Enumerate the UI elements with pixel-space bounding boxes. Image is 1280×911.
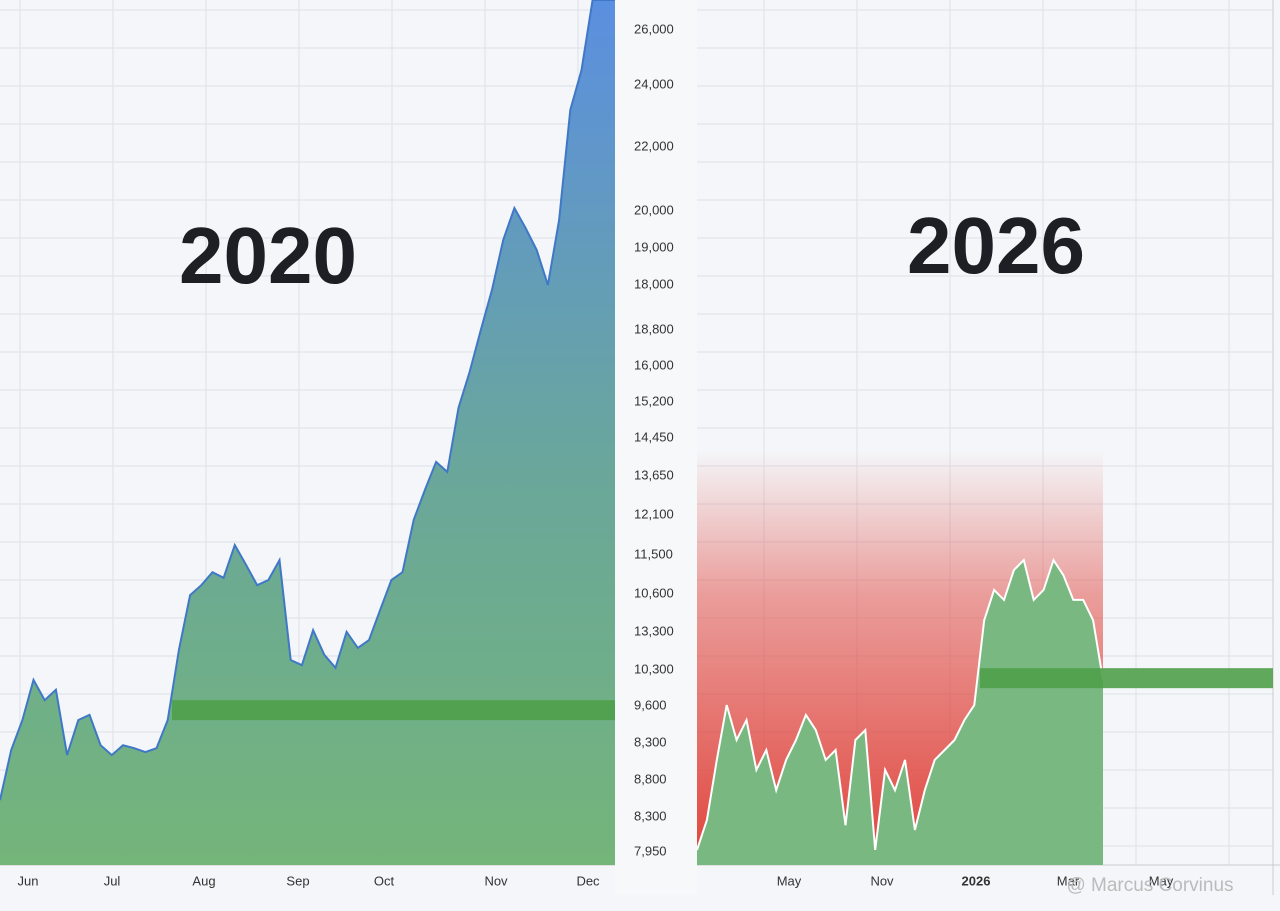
threshold-band [172,700,615,721]
line [0,0,615,801]
y-tick-label: 11,500 [634,546,673,561]
y-tick-label: 10,300 [634,661,674,676]
y-tick-label: 19,000 [634,239,674,254]
line [696,557,1104,851]
panel-title: 2026 [907,201,1085,290]
x-tick-label: 2026 [962,873,991,888]
threshold-band [980,668,1273,689]
y-tick-label: 13,300 [634,623,674,638]
x-tick-label: Aug [192,873,215,888]
y-tick-label: 18,000 [634,276,674,291]
y-tick-label: 16,000 [634,357,674,372]
y-tick-label: 20,000 [634,202,674,217]
x-tick-label: May [777,873,802,888]
watermark: @ Marcus Corvinus [1066,875,1233,896]
y-tick-label: 18,800 [634,321,674,336]
panel-title: 2020 [179,211,357,300]
y-tick-label: 8,300 [634,808,667,823]
y-tick-label: 24,000 [634,76,674,91]
y-tick-label: 10,600 [634,585,674,600]
x-tick-label: Sep [286,873,309,888]
y-tick-label: 26,000 [634,21,674,36]
y-tick-label: 14,450 [634,429,674,444]
area [697,560,1103,865]
x-tick-label: Nov [484,873,508,888]
y-tick-label: 12,100 [634,506,674,521]
y-tick-label: 8,800 [634,771,667,786]
x-tick-label: Dec [576,873,600,888]
x-tick-label: Jul [104,873,121,888]
axis-panel [615,0,697,895]
y-tick-label: 8,300 [634,734,667,749]
x-tick-label: Nov [870,873,894,888]
x-tick-label: May [1149,873,1174,888]
y-tick-label: 9,600 [634,697,667,712]
x-tick-label: Oct [374,873,395,888]
y-tick-label: 7,950 [634,843,667,858]
x-tick-label: Mar [1057,873,1080,888]
x-tick-label: Jun [18,873,39,888]
y-tick-label: 22,000 [634,138,674,153]
plot: 2020 Jun Jul Aug Sep Oct Nov Dec 2026 May Nov 2026 M… [0,0,1273,895]
y-tick-label: 13,650 [634,467,674,482]
area [0,0,615,865]
y-tick-label: 15,200 [634,393,674,408]
